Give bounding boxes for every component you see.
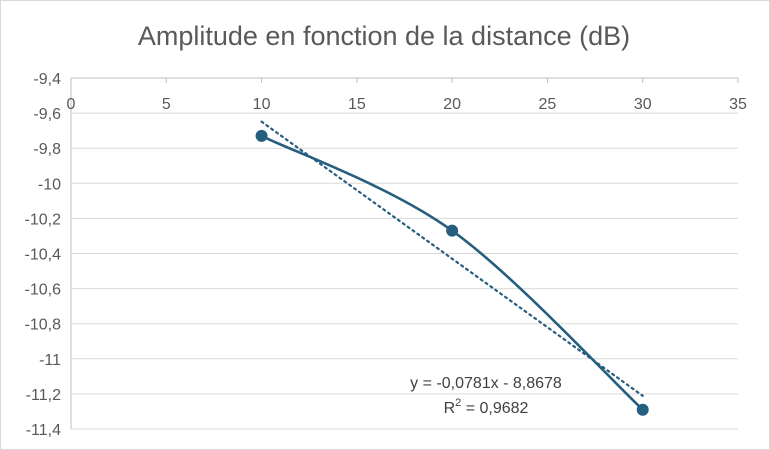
trendline-equation: y = -0,0781x - 8,8678 (410, 375, 562, 392)
y-tick-label: -10,6 (25, 282, 62, 299)
y-tick-label: -11,4 (26, 422, 61, 439)
series-layer (255, 129, 649, 416)
y-tick-label: -10 (38, 176, 61, 193)
trendline-layer (260, 120, 644, 397)
data-point (255, 129, 268, 142)
y-tick-label: -10,4 (25, 247, 62, 264)
x-tick-label: 30 (634, 96, 652, 113)
x-tick-label: 15 (348, 96, 366, 113)
y-tick-label: -11 (39, 352, 61, 369)
y-tick-label: -10,2 (25, 211, 62, 228)
tick-label-layer: -9,4 -9,6 -9,8 -10 -10,2 -10,4 -10,6 -10,8 -11 -1… (25, 71, 747, 439)
r2-prefix: R (444, 400, 456, 417)
x-tick-label: 10 (253, 96, 271, 113)
x-tick-label: 5 (162, 96, 171, 113)
x-tick-label: 35 (729, 96, 747, 113)
x-tick-label: 0 (67, 96, 76, 113)
grid-layer (71, 77, 738, 430)
trendline-label: y = -0,0781x - 8,8678 R2 = 0,9682 (410, 375, 562, 417)
y-tick-label: -9,4 (33, 71, 61, 88)
trendline (260, 120, 644, 397)
r2-suffix: = 0,9682 (461, 400, 528, 417)
y-tick-label: -11,2 (26, 387, 61, 404)
trendline-r2: R2 = 0,9682 (444, 397, 529, 417)
series-line (260, 134, 644, 411)
x-tick-label: 20 (443, 96, 461, 113)
y-tick-label: -9,8 (33, 141, 61, 158)
data-point (446, 224, 459, 237)
axis-layer (70, 77, 739, 429)
chart-title: Amplitude en fonction de la distance (dB… (138, 21, 630, 51)
data-point (636, 403, 649, 416)
r2-exponent: 2 (455, 397, 461, 409)
x-tick-label: 25 (539, 96, 557, 113)
y-tick-label: -10,8 (25, 317, 62, 334)
y-tick-label: -9,6 (33, 106, 61, 123)
